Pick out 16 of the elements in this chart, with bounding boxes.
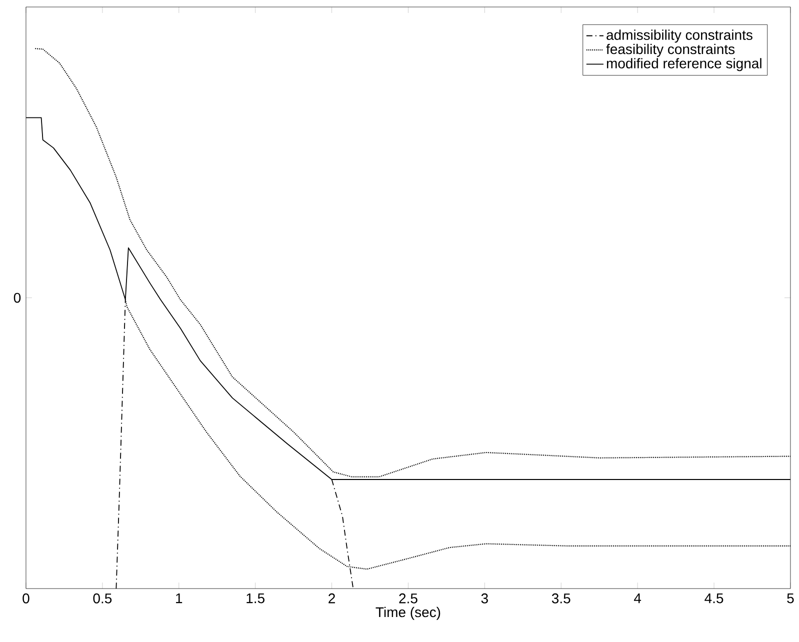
x-tick-label: 2	[328, 594, 335, 604]
x-tick-label: 0.5	[93, 594, 112, 604]
x-tick-label: 0	[22, 594, 30, 604]
x-axis-title: Time (sec)	[376, 607, 440, 620]
x-tick-label: 1	[176, 594, 182, 604]
legend-label: feasibility constraints	[606, 44, 735, 58]
legend-label: admissibility constraints	[606, 30, 752, 43]
legend-label: modified reference signal	[606, 58, 762, 72]
x-tick-label: 4.5	[704, 594, 724, 604]
x-tick-label: 3.5	[552, 594, 570, 604]
x-tick-label: 1.5	[246, 594, 264, 604]
x-tick-label: 2.5	[399, 594, 418, 604]
x-tick-label: 3	[481, 594, 488, 604]
x-tick-label: 4	[634, 594, 642, 604]
text: 0	[14, 293, 21, 303]
x-tick-label: 5	[787, 594, 794, 604]
